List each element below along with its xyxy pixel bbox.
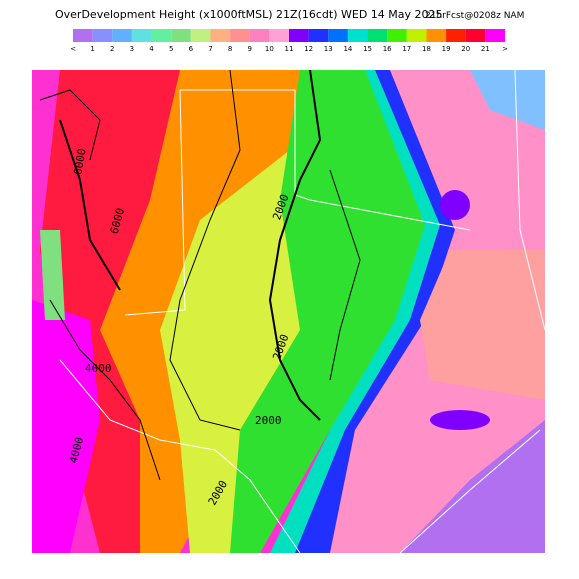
colorbar-label: 11 (285, 45, 294, 53)
colorbar-swatch (387, 29, 407, 42)
title: OverDevelopment Height (x1000ftMSL) 21Z(… (55, 8, 443, 21)
colorbar-label: 12 (304, 45, 313, 53)
colorbar-label: 9 (247, 45, 251, 53)
colorbar-label: 6 (189, 45, 194, 53)
colorbar-label: 18 (422, 45, 431, 53)
colorbar-label: 19 (442, 45, 451, 53)
colorbar-swatch (73, 29, 93, 42)
colorbar-swatch (289, 29, 309, 42)
colorbar-swatch (347, 29, 368, 42)
colorbar-label: 3 (130, 45, 134, 53)
colorbar-swatch (406, 29, 427, 42)
map: 6000 6000 2000 2000 2000 4000 4000 2000 (32, 69, 546, 554)
colorbar-label: 16 (383, 45, 392, 53)
colorbar-label: 13 (324, 45, 333, 53)
colorbar-swatch (328, 29, 348, 42)
run-info: 21hrFcst@0208z NAM (425, 11, 524, 21)
colorbar-swatch (465, 29, 486, 42)
colorbar-swatch (92, 29, 113, 42)
contour-label: 4000 (85, 362, 112, 375)
colorbar-label: < (70, 45, 76, 53)
colorbar-label: 7 (208, 45, 212, 53)
colorbar-swatch (131, 29, 152, 42)
colorbar-swatch (210, 29, 231, 42)
colorbar-label: 10 (265, 45, 274, 53)
colorbar-swatch (485, 29, 505, 42)
contour-label: 6000 (71, 148, 88, 176)
colorbar-swatch (171, 29, 191, 42)
colorbar-label: 5 (169, 45, 173, 53)
colorbar-swatch (151, 29, 172, 42)
colorbar-swatch (426, 29, 447, 42)
colorbar-swatch (190, 29, 211, 42)
colorbar-swatch (446, 29, 466, 42)
colorbar-label: 1 (90, 45, 94, 53)
colorbar-label: 20 (461, 45, 470, 53)
colorbar-swatch (269, 29, 289, 42)
colorbar-swatch (249, 29, 270, 42)
colorbar: <1 2 3 4 5 6 7 8 9 10 11 12 13 14 15 16 17 18 19 20 21 > (70, 29, 508, 53)
colorbar-label: 17 (402, 45, 411, 53)
colorbar-swatch (308, 29, 329, 42)
contour-label: 2000 (255, 414, 282, 427)
colorbar-label: 4 (149, 45, 154, 53)
colorbar-label: 2 (110, 45, 114, 53)
colorbar-swatch (367, 29, 388, 42)
colorbar-label: 14 (343, 45, 352, 53)
colorbar-label: 8 (228, 45, 232, 53)
colorbar-label: > (502, 45, 508, 53)
colorbar-label: 21 (481, 45, 490, 53)
colorbar-swatch (112, 29, 132, 42)
colorbar-label: 15 (363, 45, 372, 53)
colorbar-swatch (230, 29, 250, 42)
